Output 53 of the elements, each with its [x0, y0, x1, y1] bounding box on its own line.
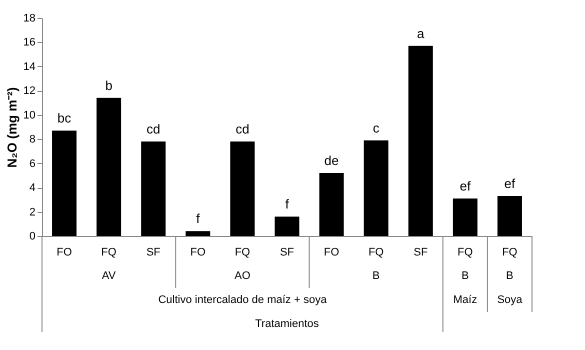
x-tick-label: FQ [101, 246, 117, 258]
data-label: ef [504, 176, 516, 192]
data-label: cd [146, 122, 160, 137]
y-tick-label: 12 [23, 85, 36, 98]
data-label: f [285, 196, 290, 212]
text: Soya [497, 294, 524, 306]
data-label: ef [460, 178, 471, 194]
y-tick-label: 14 [23, 60, 36, 73]
text: AV [102, 270, 116, 282]
data-label: de [324, 153, 339, 168]
y-tick-label: 2 [29, 206, 36, 218]
y-tick-label: 6 [29, 158, 36, 170]
text: Tratamientos [255, 318, 320, 330]
data-label: b [105, 78, 112, 93]
x-tick-label: FQ [234, 246, 251, 258]
y-tick-label: 16 [23, 36, 36, 49]
x-tick-label: FO [324, 246, 340, 258]
bar [497, 196, 522, 236]
text: Cultivo intercalado de maíz + soya [158, 294, 328, 306]
x-tick-label: FQ [458, 246, 474, 258]
y-tick-label: 10 [23, 109, 36, 122]
x-tick-label: FO [190, 246, 206, 258]
x-tick-label: SF [414, 246, 428, 258]
y-tick-label: 18 [23, 12, 36, 24]
bar [364, 140, 388, 236]
y-tick-label: 8 [29, 134, 36, 146]
y-tick-label: 4 [29, 182, 36, 194]
text: AO [234, 270, 251, 282]
bar [52, 130, 77, 236]
x-tick-label: FQ [368, 246, 384, 258]
bar [186, 231, 210, 236]
bar [141, 142, 166, 236]
data-label: c [372, 120, 380, 136]
y-axis-title: N₂O (mg m⁻²) [4, 87, 20, 168]
y-tick-label: 0 [29, 230, 36, 242]
x-tick-label: FO [56, 246, 72, 258]
data-label: f [196, 211, 200, 226]
bar [230, 142, 255, 236]
x-tick-label: FQ [502, 246, 518, 258]
text: B [372, 270, 380, 282]
data-label: a [417, 26, 426, 41]
bar [319, 173, 344, 236]
data-label: bc [57, 110, 72, 126]
text: B [506, 270, 514, 282]
bar [408, 46, 433, 236]
x-tick-label: SF [146, 246, 161, 258]
x-tick-label: SF [280, 246, 294, 258]
bar [274, 216, 300, 236]
text: Maíz [453, 294, 478, 306]
text: B [462, 270, 469, 282]
bar [96, 98, 122, 236]
data-label: cd [236, 122, 250, 137]
bar [452, 198, 478, 236]
